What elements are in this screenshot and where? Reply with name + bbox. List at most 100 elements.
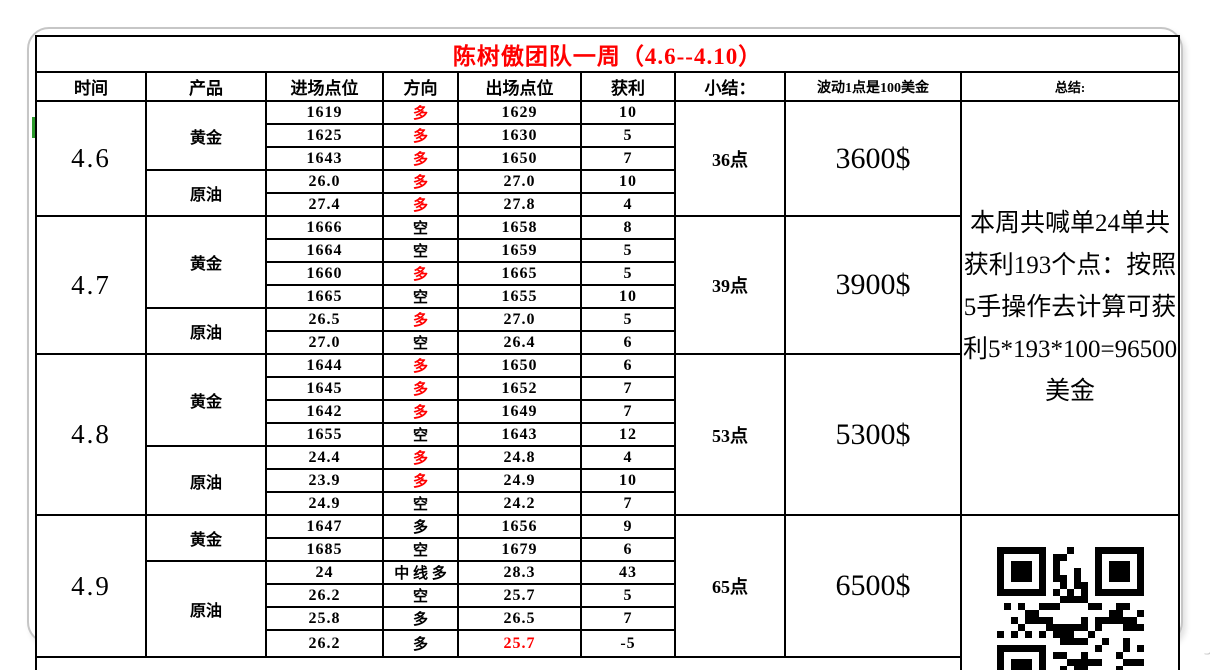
- entry-cell: 23.9: [265, 468, 384, 493]
- profit-cell: 10: [580, 468, 676, 493]
- product-cell: 黄金: [145, 514, 267, 562]
- direction-cell: 多: [382, 468, 459, 493]
- direction-cell: 多: [382, 376, 459, 401]
- entry-cell: 26.0: [265, 169, 384, 194]
- usd-cell: 6500$: [784, 514, 962, 658]
- exit-cell: 24.8: [457, 445, 582, 470]
- table-row: 1665 空 1655 10: [36, 284, 1179, 309]
- exit-cell: 1658: [457, 215, 582, 240]
- product-cell: 黄金: [145, 353, 267, 447]
- entry-cell: 1664: [265, 238, 384, 263]
- product-cell: 原油: [145, 560, 267, 658]
- product-cell: 黄金: [145, 215, 267, 309]
- profit-cell: 6: [580, 537, 676, 562]
- direction-cell: 中 线 多: [382, 560, 459, 585]
- profit-cell: 5: [580, 583, 676, 608]
- closed-market-row: 4.10（休市）: [35, 656, 1179, 670]
- qr-cell: [959, 514, 1181, 670]
- direction-cell: 多: [382, 353, 459, 378]
- direction-cell: 空: [382, 284, 459, 309]
- table-row: 原油 24 中 线 多 28.3 43: [36, 560, 1179, 658]
- date-cell: 4.9: [35, 514, 147, 658]
- direction-cell: 多: [382, 445, 459, 470]
- profit-cell: 10: [580, 284, 676, 309]
- exit-cell: 1655: [457, 284, 582, 309]
- direction-cell: 多: [382, 123, 459, 148]
- conclusion-text: 本周共喊单24单共获利193个点：按照5手操作去计算可获利5*193*100=9…: [959, 100, 1181, 516]
- entry-cell: 27.0: [265, 330, 384, 355]
- direction-cell: 空: [382, 238, 459, 263]
- exit-cell: 1630: [457, 123, 582, 148]
- table-row: 26.2 空 25.7 5: [36, 583, 1179, 608]
- header-product: 产品: [145, 71, 267, 102]
- exit-cell: 1649: [457, 399, 582, 424]
- exit-cell: 1643: [457, 422, 582, 447]
- entry-cell: 1666: [265, 215, 384, 240]
- profit-cell: 7: [580, 376, 676, 401]
- usd-cell: 3900$: [784, 215, 962, 355]
- exit-cell: 1650: [457, 353, 582, 378]
- exit-cell: 1652: [457, 376, 582, 401]
- table-row: 4.6 黄金 1619 多 1629 10 36点 3600$ 本周共喊单24单共获利193个点…: [35, 100, 1181, 516]
- profit-cell: 5: [580, 261, 676, 286]
- points-cell: 39点: [674, 215, 786, 355]
- direction-cell: 多: [382, 399, 459, 424]
- profit-cell: 6: [580, 330, 676, 355]
- exit-cell: 26.4: [457, 330, 582, 355]
- direction-cell: 多: [382, 192, 459, 217]
- entry-cell: 24.4: [265, 445, 384, 470]
- header-time: 时间: [35, 71, 147, 102]
- profit-cell: 43: [580, 560, 676, 585]
- profit-cell: 10: [580, 169, 676, 194]
- table-row: 26.2 多 25.7 -5: [36, 629, 1179, 658]
- trading-results-table: 陈树傲团队一周（4.6--4.10） 时间 产品 进场点位 方向 出场点位 获利…: [34, 35, 1181, 670]
- points-cell: 36点: [674, 100, 786, 217]
- table-row: 原油 26.5 多 27.0 5: [36, 307, 1179, 355]
- exit-cell: 26.5: [457, 606, 582, 631]
- exit-cell: 1629: [457, 100, 582, 125]
- table-row: 1664 空 1659 5: [36, 238, 1179, 263]
- entry-cell: 1685: [265, 537, 384, 562]
- entry-cell: 26.2: [265, 583, 384, 608]
- entry-cell: 1625: [265, 123, 384, 148]
- direction-cell: 空: [382, 330, 459, 355]
- exit-cell: 28.3: [457, 560, 582, 585]
- direction-cell: 空: [382, 583, 459, 608]
- entry-cell: 25.8: [265, 606, 384, 631]
- page-title: 陈树傲团队一周（4.6--4.10）: [34, 35, 1181, 73]
- product-cell: 原油: [145, 169, 267, 217]
- table-row: 原油 26.0 多 27.0 10: [36, 169, 1179, 217]
- table-row: 1660 多 1665 5: [36, 261, 1179, 286]
- entry-cell: 1642: [265, 399, 384, 424]
- summary-card: 陈树傲团队一周（4.6--4.10） 时间 产品 进场点位 方向 出场点位 获利…: [27, 27, 1210, 670]
- exit-cell: 1650: [457, 146, 582, 171]
- header-profit: 获利: [580, 71, 676, 102]
- entry-cell: 1619: [265, 100, 384, 125]
- header-note: 波动1点是100美金: [784, 71, 962, 102]
- entry-cell: 1660: [265, 261, 384, 286]
- date-cell: 4.7: [35, 215, 147, 355]
- usd-cell: 3600$: [784, 100, 962, 217]
- direction-cell: 多: [382, 307, 459, 332]
- direction-cell: 空: [382, 215, 459, 240]
- table-row: 1655 空 1643 12: [36, 422, 1179, 447]
- direction-cell: 多: [382, 261, 459, 286]
- profit-cell: 5: [580, 123, 676, 148]
- exit-cell: 27.0: [457, 169, 582, 194]
- exit-cell: 27.0: [457, 307, 582, 332]
- entry-cell: 1644: [265, 353, 384, 378]
- profit-cell: 8: [580, 215, 676, 240]
- direction-cell: 多: [382, 629, 459, 658]
- watermark-artifact: [1204, 640, 1210, 656]
- direction-cell: 空: [382, 491, 459, 516]
- entry-cell: 1655: [265, 422, 384, 447]
- table-row: 24.9 空 24.2 7: [36, 491, 1179, 516]
- table-row: 1642 多 1649 7: [36, 399, 1179, 424]
- direction-cell: 多: [382, 100, 459, 125]
- profit-cell: 4: [580, 192, 676, 217]
- table-row: 1685 空 1679 6: [36, 537, 1179, 562]
- table-row: 23.9 多 24.9 10: [36, 468, 1179, 493]
- direction-cell: 空: [382, 422, 459, 447]
- direction-cell: 多: [382, 146, 459, 171]
- exit-cell: 1656: [457, 514, 582, 539]
